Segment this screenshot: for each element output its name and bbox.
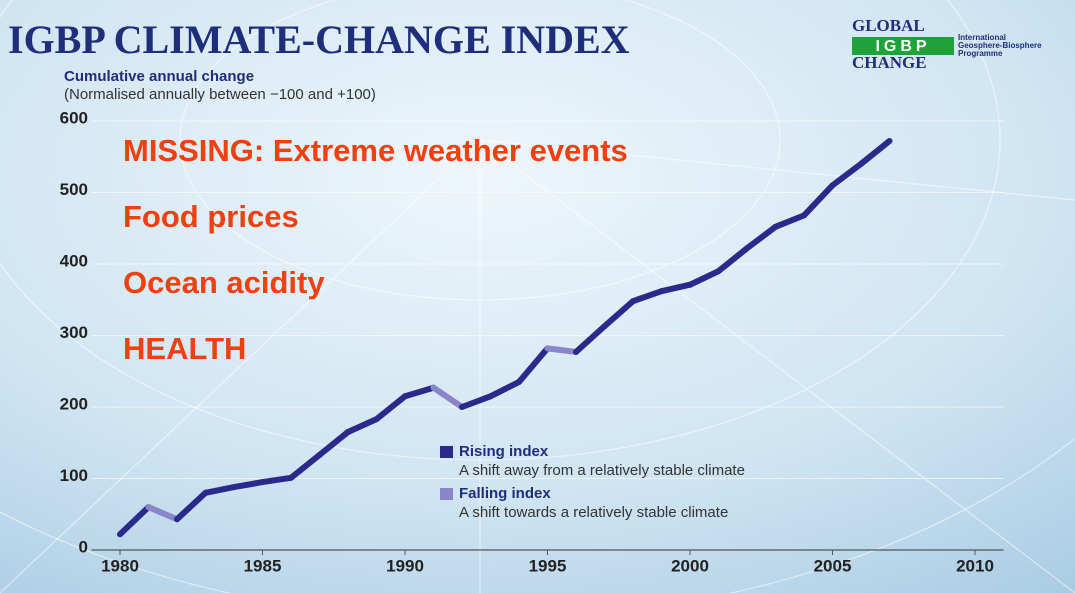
line-segment [145,504,180,523]
line-segment [288,451,323,481]
legend-swatch [440,488,453,500]
legend-description: A shift towards a relatively stable clim… [459,504,728,521]
line-segment [174,489,209,523]
line-segment [630,288,665,305]
logo-top: GLOBAL [852,16,925,35]
line-segment [516,345,551,385]
y-tick-label: 0 [79,537,88,556]
logo-text: Programme [958,49,1003,58]
legend-description: A shift away from a relatively stable cl… [459,462,745,479]
line-segment [459,393,494,410]
line-segment [772,212,807,230]
line-segment [345,416,380,436]
line-segment [858,138,893,167]
x-tick-label: 2010 [956,556,994,575]
legend-swatch [440,446,453,458]
line-segment [687,268,722,288]
logo-bottom: CHANGE [852,53,927,72]
y-tick-label: 500 [60,180,88,199]
logo: GLOBAL IGBP CHANGE International Geosphe… [852,16,1042,72]
legend-label: Rising index [459,443,549,460]
line-segment [402,384,437,400]
y-tick-label: 300 [60,323,88,342]
legend-label: Falling index [459,485,551,502]
line-segment [117,504,152,538]
annotation: Food prices [123,199,299,234]
subtitle: Cumulative annual change [64,68,254,85]
line-segment [373,393,408,423]
logo-middle: IGBP [875,38,930,55]
y-tick-label: 200 [60,394,88,413]
line-segment [801,182,836,219]
line-segment [202,484,237,496]
line-segment [316,429,351,458]
chart-title: IGBP CLIMATE-CHANGE INDEX [8,17,630,62]
logo-text: Geosphere-Biosphere [958,41,1042,50]
line-segment [715,245,750,275]
note: (Normalised annually between −100 and +1… [64,86,376,103]
line-segment [259,474,294,486]
line-segment [658,281,693,295]
x-tick-label: 1980 [101,556,139,575]
x-tick-label: 1985 [244,556,282,575]
annotation: Ocean acidity [123,265,325,300]
line-segment [601,298,636,330]
annotation: HEALTH [123,331,246,366]
line-segment [430,384,465,410]
y-tick-label: 100 [60,466,88,485]
line-segment [744,223,779,252]
line-segment [573,323,608,355]
line-segment [544,345,579,355]
y-tick-label: 600 [60,108,88,127]
logo-text: International [958,33,1006,42]
annotation: MISSING: Extreme weather events [123,133,628,168]
line-segment [231,479,266,491]
logo-band [852,37,954,55]
x-tick-label: 2005 [814,556,852,575]
line-segment [487,378,522,400]
x-tick-label: 1990 [386,556,424,575]
x-tick-label: 1995 [529,556,567,575]
y-tick-label: 400 [60,251,88,270]
x-tick-label: 2000 [671,556,709,575]
line-segment [829,160,864,189]
